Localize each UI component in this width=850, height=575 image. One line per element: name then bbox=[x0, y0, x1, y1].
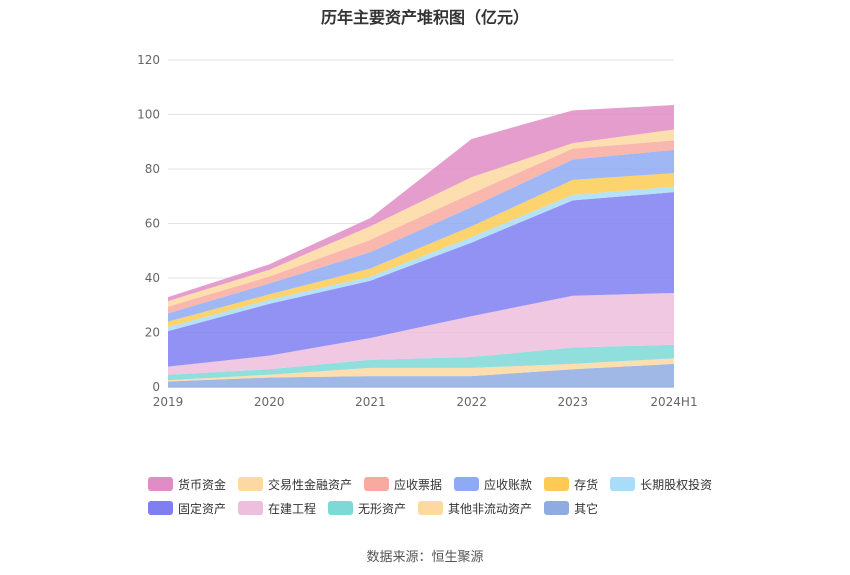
x-tick-label: 2023 bbox=[558, 395, 589, 409]
legend-swatch bbox=[544, 477, 570, 491]
y-tick-label: 60 bbox=[145, 217, 160, 231]
legend-label: 应收票据 bbox=[394, 477, 443, 492]
y-tick-label: 20 bbox=[145, 326, 160, 340]
legend-item[interactable]: 固定资产 bbox=[148, 500, 226, 517]
data-source: 数据来源：恒生聚源 bbox=[366, 550, 484, 565]
legend-row: 固定资产 在建工程 无形资产 其他非流动资产 其它 bbox=[148, 496, 728, 520]
legend-label: 无形资产 bbox=[358, 501, 407, 516]
legend-swatch bbox=[544, 501, 570, 515]
legend-item[interactable]: 无形资产 bbox=[328, 500, 406, 517]
legend-label: 长期股权投资 bbox=[640, 477, 713, 492]
x-tick-label: 2024H1 bbox=[650, 395, 697, 409]
area-长期股权投资 bbox=[168, 186, 674, 332]
area-交易性金融资产 bbox=[168, 129, 674, 307]
legend-label: 存货 bbox=[574, 477, 599, 492]
legend-swatch bbox=[328, 501, 354, 515]
legend-label: 交易性金融资产 bbox=[268, 477, 353, 492]
legend-swatch bbox=[454, 477, 480, 491]
area-应收票据 bbox=[168, 140, 674, 314]
legend-label: 其它 bbox=[574, 501, 599, 516]
legend-label: 固定资产 bbox=[178, 501, 227, 516]
y-tick-label: 40 bbox=[145, 271, 160, 285]
area-无形资产 bbox=[168, 344, 674, 381]
area-series bbox=[168, 104, 674, 387]
y-tick-label: 100 bbox=[137, 108, 160, 122]
legend-row: 货币资金 交易性金融资产 应收票据 应收账款 存货 长期股权投资 bbox=[148, 472, 728, 496]
legend-swatch bbox=[148, 501, 173, 515]
area-其它 bbox=[168, 363, 674, 387]
legend-swatch bbox=[148, 477, 173, 491]
legend-label: 在建工程 bbox=[268, 501, 317, 516]
legend-item[interactable]: 应收票据 bbox=[364, 476, 442, 493]
area-其他非流动资产 bbox=[168, 358, 674, 382]
chart-title: 历年主要资产堆积图（亿元） bbox=[320, 8, 529, 27]
legend-item[interactable]: 长期股权投资 bbox=[610, 476, 712, 493]
legend-swatch bbox=[238, 477, 264, 491]
area-货币资金 bbox=[168, 104, 674, 302]
area-固定资产 bbox=[168, 192, 674, 367]
x-tick-label: 2021 bbox=[355, 395, 386, 409]
legend-item[interactable]: 存货 bbox=[544, 476, 598, 493]
legend-item[interactable]: 其它 bbox=[544, 500, 598, 517]
x-tick-label: 2020 bbox=[254, 395, 285, 409]
x-tick-label: 2019 bbox=[153, 395, 184, 409]
area-应收账款 bbox=[168, 149, 674, 322]
legend-swatch bbox=[238, 501, 264, 515]
legend-item[interactable]: 其他非流动资产 bbox=[418, 500, 532, 517]
legend-swatch bbox=[418, 501, 444, 515]
legend: 货币资金 交易性金融资产 应收票据 应收账款 存货 长期股权投资固定资产 在建工程 无形资产 其… bbox=[148, 472, 728, 520]
axes: 0 20 40 60 80 100 120 2019 2020 2021 2022 2023 2024H… bbox=[137, 53, 698, 409]
legend-swatch bbox=[364, 477, 390, 491]
legend-item[interactable]: 货币资金 bbox=[148, 476, 226, 493]
legend-label: 其他非流动资产 bbox=[448, 501, 533, 516]
y-tick-label: 120 bbox=[137, 53, 160, 67]
y-tick-label: 80 bbox=[145, 162, 160, 176]
legend-swatch bbox=[610, 477, 636, 491]
stacked-area-chart: 0 20 40 60 80 100 120 2019 2020 2021 2022 2023 2024H… bbox=[137, 53, 698, 409]
legend-label: 货币资金 bbox=[178, 477, 227, 492]
area-存货 bbox=[168, 173, 674, 328]
x-tick-label: 2022 bbox=[456, 395, 487, 409]
y-tick-label: 0 bbox=[152, 380, 160, 394]
area-在建工程 bbox=[168, 292, 674, 375]
legend-item[interactable]: 交易性金融资产 bbox=[238, 476, 352, 493]
legend-label: 应收账款 bbox=[484, 477, 533, 492]
legend-item[interactable]: 应收账款 bbox=[454, 476, 532, 493]
legend-item[interactable]: 在建工程 bbox=[238, 500, 316, 517]
